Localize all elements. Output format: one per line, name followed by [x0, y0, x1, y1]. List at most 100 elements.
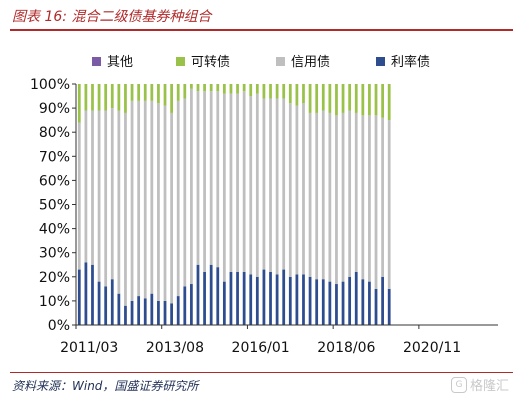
bar-segment — [348, 276, 352, 325]
bar-segment — [104, 110, 108, 287]
bar-segment — [104, 84, 108, 111]
bar-segment — [124, 305, 127, 325]
bar-segment — [143, 100, 147, 299]
bar-segment — [216, 84, 220, 92]
bar-segment — [150, 293, 154, 325]
plot-area — [77, 84, 391, 325]
bar-segment — [236, 93, 239, 272]
bar-segment — [163, 84, 167, 106]
bar-segment — [176, 100, 180, 297]
bar-segment — [302, 84, 305, 104]
y-axis: 0% 10% 20% 30% 40% 50% 60% 70% 80% 90% 100% — [30, 77, 77, 334]
watermark-logo-icon: G — [450, 376, 467, 393]
bar-segment — [335, 115, 338, 285]
figure-title: 图表 16: 混合二级债基券种组合 — [12, 9, 212, 25]
bar-segment — [190, 88, 193, 285]
bar-segment — [163, 300, 167, 325]
bar-segment — [77, 269, 81, 325]
bar-segment — [216, 267, 220, 325]
bar-segment — [157, 84, 160, 104]
bar-segment — [374, 84, 378, 116]
bar-segment — [229, 271, 233, 325]
bar-segment — [387, 120, 391, 289]
bar-segment — [295, 105, 299, 275]
x-axis: 2011/03 2013/08 2016/01 2018/06 2020/11 — [60, 324, 498, 356]
watermark-text: 格隆汇 — [469, 379, 509, 394]
bar-segment — [130, 300, 134, 325]
bar-segment — [242, 91, 246, 272]
bar-segment — [203, 84, 206, 92]
bar-segment — [308, 112, 312, 277]
bar-segment — [117, 84, 121, 111]
bar-segment — [315, 279, 319, 325]
chart-legend: 其他 可转债 信用债 利率债 — [92, 54, 430, 70]
bar-segment — [315, 84, 319, 113]
bar-segment — [321, 279, 325, 325]
bar-segment — [242, 84, 246, 92]
bar-segment — [137, 100, 141, 297]
bar-segment — [190, 84, 193, 89]
legend-swatch — [176, 57, 185, 66]
x-tick-label: 2016/01 — [232, 340, 290, 356]
watermark: G 格隆汇 — [450, 375, 509, 394]
bar-segment — [255, 84, 259, 94]
legend-label: 其他 — [107, 55, 133, 70]
y-tick-label: 10% — [39, 294, 70, 310]
bar-segment — [335, 284, 338, 325]
bar-segment — [229, 84, 233, 94]
bar-segment — [110, 279, 114, 325]
legend-swatch — [376, 57, 385, 66]
bar-segment — [137, 296, 141, 325]
bar-segment — [196, 264, 200, 325]
bar-segment — [328, 84, 332, 113]
bar-segment — [321, 84, 325, 111]
bar-segment — [282, 84, 286, 99]
bar-segment — [104, 286, 108, 325]
bar-segment — [110, 108, 114, 280]
source-note: 资料来源：Wind，国盛证券研究所 — [12, 379, 199, 393]
bar-segment — [368, 84, 371, 116]
y-tick-label: 40% — [39, 222, 70, 238]
bar-segment — [209, 84, 213, 92]
bar-segment — [117, 110, 121, 294]
bar-segment — [84, 110, 88, 263]
bar-segment — [308, 276, 312, 325]
bar-segment — [255, 276, 259, 325]
bar-segment — [176, 84, 180, 101]
bar-segment — [236, 271, 239, 325]
bar-segment — [203, 91, 206, 272]
bar-segment — [341, 281, 345, 325]
bar-segment — [137, 84, 141, 101]
source-rule — [10, 372, 513, 373]
y-tick-label: 100% — [30, 77, 70, 93]
bar-segment — [288, 276, 292, 325]
bar-segment — [275, 98, 279, 275]
bar-segment — [209, 264, 213, 325]
bar-segment — [150, 100, 154, 294]
bar-segment — [130, 84, 134, 101]
bar-segment — [170, 84, 173, 113]
bar-segment — [130, 100, 134, 301]
bar-segment — [308, 84, 312, 113]
bar-segment — [117, 293, 121, 325]
bar-segment — [203, 271, 206, 325]
bar-segment — [77, 122, 81, 270]
bar-segment — [84, 262, 88, 325]
bar-segment — [341, 84, 345, 113]
bar-segment — [236, 84, 239, 94]
bar-segment — [282, 269, 286, 325]
bar-segment — [196, 84, 200, 92]
bar-segment — [328, 281, 332, 325]
bar-segment — [124, 84, 127, 113]
bar-segment — [143, 84, 147, 101]
bar-segment — [183, 286, 187, 325]
bar-segment — [97, 281, 101, 325]
x-tick-label: 2013/08 — [146, 340, 204, 356]
bar-segment — [176, 296, 180, 325]
bar-segment — [387, 288, 391, 325]
bar-segment — [368, 281, 371, 325]
bar-segment — [348, 84, 352, 111]
bar-segment — [269, 98, 272, 272]
bar-segment — [262, 269, 266, 325]
bar-segment — [282, 98, 286, 270]
